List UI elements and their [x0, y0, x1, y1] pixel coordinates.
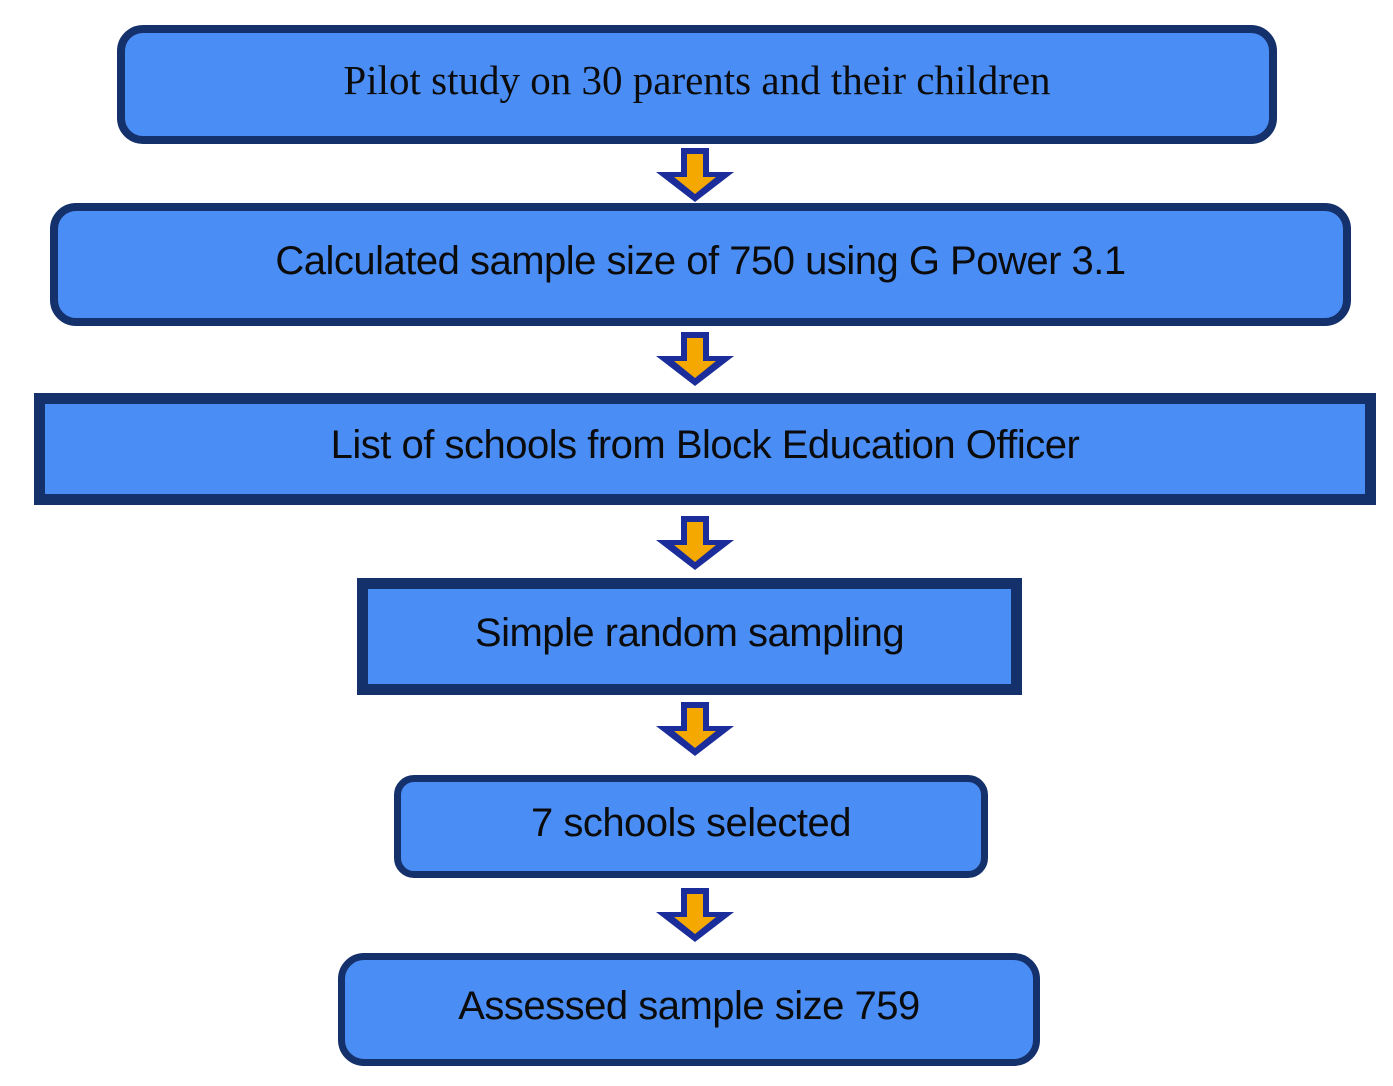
down-arrow-inner [674, 522, 716, 562]
down-arrow-icon [656, 148, 734, 202]
flow-step-school-list: List of schools from Block Education Off… [34, 393, 1376, 505]
flow-step-label: Pilot study on 30 parents and their chil… [343, 56, 1051, 103]
down-arrow-icon [656, 332, 734, 386]
down-arrow-inner [674, 154, 716, 194]
down-arrow-inner [674, 338, 716, 378]
flow-step-schools-selected: 7 schools selected [394, 775, 988, 878]
flow-step-label: Calculated sample size of 750 using G Po… [275, 238, 1126, 283]
flow-step-label: List of schools from Block Education Off… [330, 423, 1080, 467]
down-arrow-inner [674, 708, 716, 748]
down-arrow-icon [656, 888, 734, 942]
flow-step-assessed-sample: Assessed sample size 759 [338, 953, 1040, 1066]
down-arrow-icon [656, 516, 734, 570]
down-arrow-inner [674, 894, 716, 934]
flow-step-random-sampling: Simple random sampling [357, 578, 1022, 695]
flow-step-sample-size: Calculated sample size of 750 using G Po… [50, 203, 1351, 326]
flow-step-label: 7 schools selected [530, 800, 852, 845]
flow-step-pilot-study: Pilot study on 30 parents and their chil… [117, 25, 1277, 144]
down-arrow-icon [656, 702, 734, 756]
flow-step-label: Assessed sample size 759 [458, 983, 920, 1028]
flow-step-label: Simple random sampling [474, 610, 905, 655]
